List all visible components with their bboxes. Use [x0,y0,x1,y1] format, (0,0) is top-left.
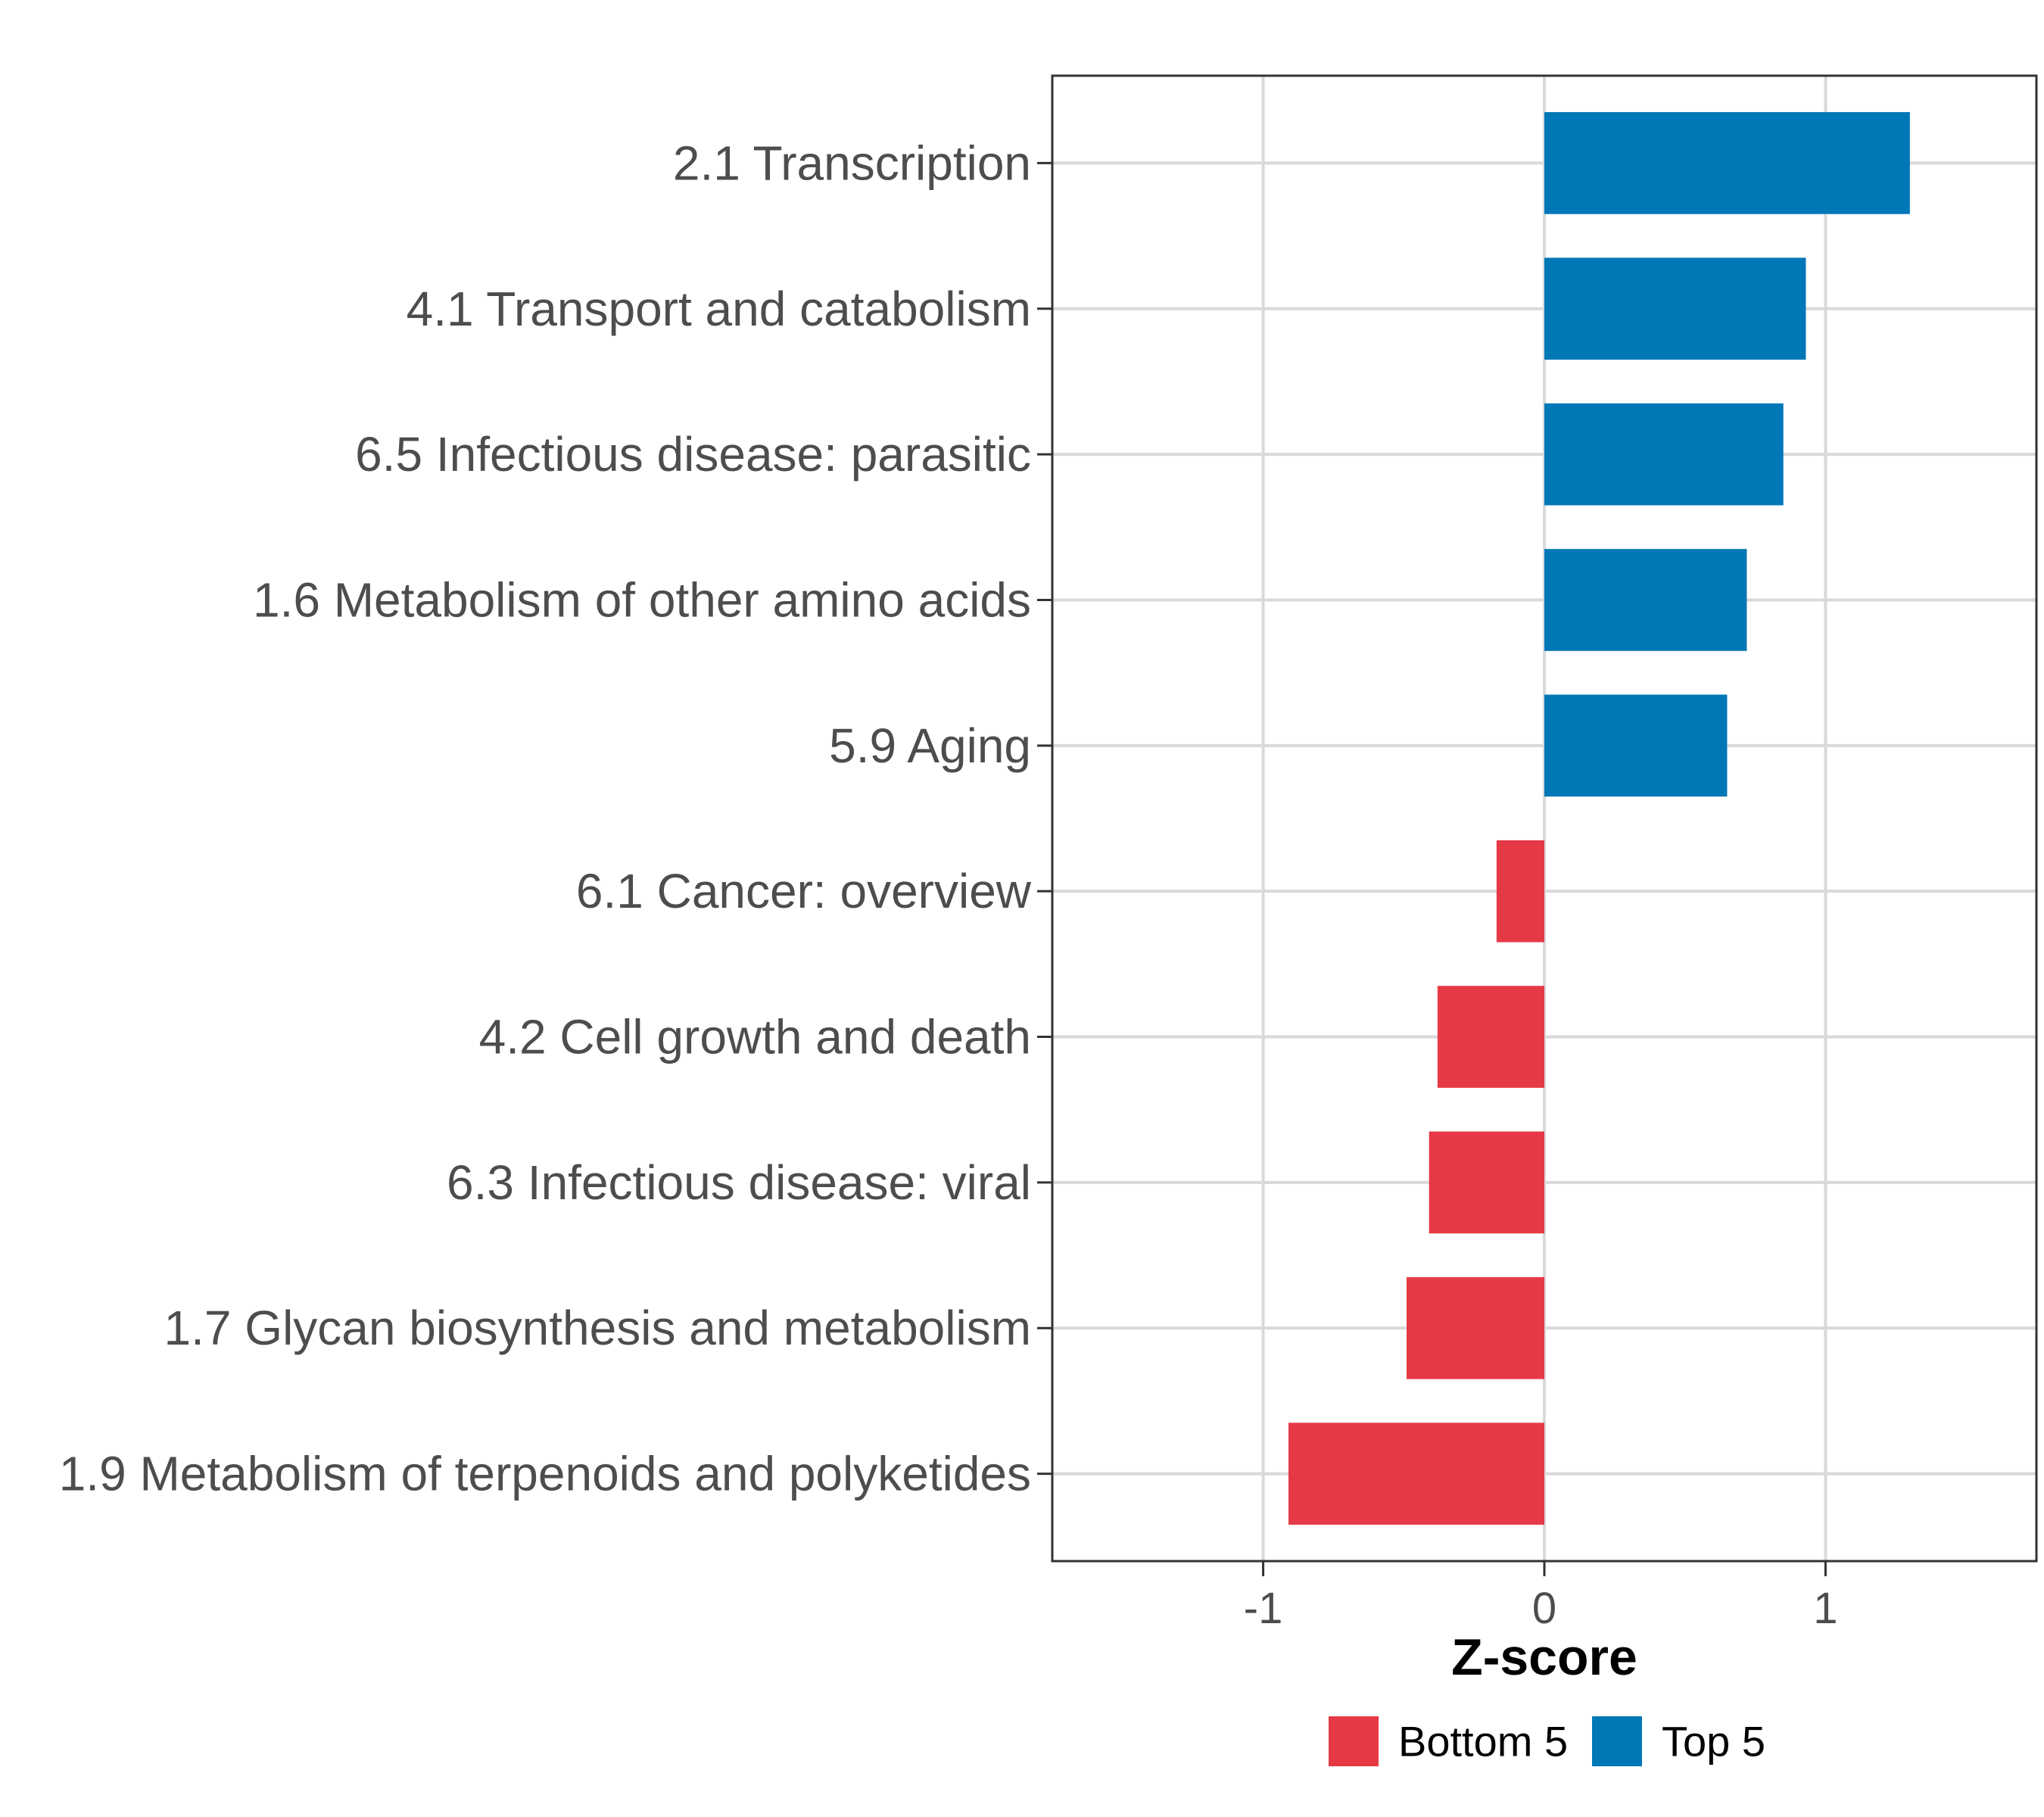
y-tick-label: 5.9 Aging [829,718,1031,773]
bar-top-5 [1544,694,1728,797]
legend: Bottom 5 Top 5 [1329,1716,1765,1766]
x-tick-label: -1 [1244,1584,1283,1633]
bar-bottom-10 [1288,1423,1544,1525]
y-tick-label: 6.3 Infectious disease: viral [447,1155,1031,1210]
y-axis: 2.1 Transcription 4.1 Transport and catab… [59,136,1052,1501]
bar-top-3 [1544,403,1784,506]
y-tick-label: 4.2 Cell growth and death [479,1010,1031,1064]
bar-top-2 [1544,257,1806,360]
legend-key-bottom-5 [1329,1716,1379,1766]
legend-key-top-5 [1592,1716,1642,1766]
y-tick-label: 1.7 Glycan biosynthesis and metabolism [164,1301,1031,1355]
bar-top-1 [1544,112,1910,214]
y-tick-label: 6.5 Infectious disease: parasitic [355,427,1031,482]
x-tick-label: 0 [1532,1584,1556,1633]
bar-bottom-9 [1407,1276,1544,1379]
x-tick-label: 1 [1813,1584,1837,1633]
legend-label: Top 5 [1662,1718,1765,1766]
y-tick-label: 1.9 Metabolism of terpenoids and polyket… [59,1447,1031,1501]
legend-label: Bottom 5 [1398,1718,1568,1766]
bar-top-4 [1544,549,1747,651]
y-tick-label: 4.1 Transport and catabolism [407,282,1031,336]
y-tick-label: 1.6 Metabolism of other amino acids [253,572,1031,627]
bar-bottom-7 [1437,986,1544,1088]
bar-bottom-6 [1496,840,1544,943]
bars [1288,112,1910,1525]
bar-bottom-8 [1429,1131,1544,1234]
x-axis-title: Z-score [1451,1628,1637,1686]
y-tick-label: 2.1 Transcription [673,136,1031,190]
x-axis: -1 0 1 [1244,1561,1838,1633]
y-tick-label: 6.1 Cancer: overview [576,864,1032,918]
